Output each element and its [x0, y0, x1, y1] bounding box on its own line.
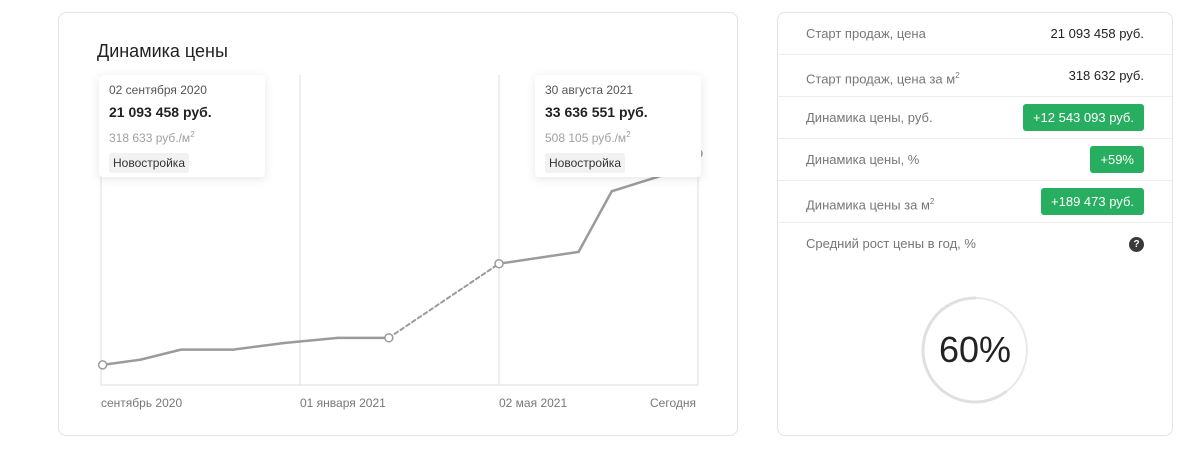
chart-marked-points: [97, 148, 703, 370]
stats-row-avg-annual-growth: Средний рост цены в год, % ?: [778, 223, 1172, 265]
series-segment: [231, 341, 287, 351]
price-change-percent-badge: +59%: [1090, 146, 1144, 173]
stats-row-start-price: Старт продаж, цена 21 093 458 руб.: [778, 13, 1172, 55]
chart-x-tick-labels: сентябрь 2020 01 января 2021 02 мая 2021 Се…: [101, 396, 696, 410]
stats-row-price-change-rub: Динамика цены, руб. +12 543 093 руб.: [778, 97, 1172, 139]
tooltip-sqm-price: 508 105 руб./м2: [545, 128, 689, 145]
tooltip-sqm-sup: 2: [626, 130, 631, 139]
data-point-marker: [384, 333, 394, 343]
chart-title: Динамика цены: [97, 41, 228, 61]
series-segment: [497, 250, 580, 265]
tooltip-date: 30 августа 2021: [545, 83, 634, 97]
tooltip-sqm-sup: 2: [190, 130, 195, 139]
tooltip-price: 33 636 551 руб.: [545, 104, 648, 120]
data-point-marker: [494, 258, 504, 269]
price-stats-card: Старт продаж, цена 21 093 458 руб. Старт…: [777, 12, 1173, 436]
series-segment-dashed: [387, 262, 500, 339]
stats-label: Старт продаж, цена: [806, 26, 926, 41]
stats-value: 21 093 458 руб.: [1050, 26, 1144, 41]
tooltip-price: 21 093 458 руб.: [109, 104, 212, 120]
stats-label-text: Динамика цены за м: [806, 197, 930, 213]
x-tick-label: 02 мая 2021: [499, 396, 567, 410]
stats-row-start-price-sqm: Старт продаж, цена за м2 318 632 руб.: [778, 55, 1172, 97]
x-tick-label: 01 января 2021: [300, 396, 386, 410]
price-line-chart: сентябрь 2020 01 января 2021 02 мая 2021 Се…: [97, 75, 703, 410]
x-tick-label: сентябрь 2020: [101, 396, 182, 410]
stats-row-price-change-percent: Динамика цены, % +59%: [778, 139, 1172, 181]
stats-label: Динамика цены, %: [806, 152, 920, 167]
question-circle-icon[interactable]: ?: [1129, 237, 1144, 252]
price-change-badge: +12 543 093 руб.: [1022, 104, 1144, 131]
gauge-arc: [921, 296, 1008, 404]
series-segment: [101, 358, 142, 367]
tooltip-sqm-value: 318 633 руб./м: [109, 131, 191, 145]
stats-row-price-change-sqm: Динамика цены за м2 +189 473 руб.: [778, 181, 1172, 223]
stats-label: Средний рост цены в год, %: [806, 236, 976, 251]
growth-gauge: [921, 296, 1028, 404]
stats-label-sup: 2: [955, 71, 960, 80]
price-dynamics-card: Динамика цены сентябрь 2020 01 января 202…: [58, 12, 738, 436]
gauge-value: 60%: [938, 329, 1012, 370]
tooltip-type-badge: Новостройка: [545, 153, 625, 173]
series-segment: [284, 336, 340, 345]
price-tooltip-start: 02 сентября 2020 21 093 458 руб. 318 633…: [99, 75, 265, 177]
stats-value: 318 632 руб.: [1068, 68, 1144, 83]
stats-label: Динамика цены за м2: [806, 194, 934, 213]
stats-label-sup: 2: [929, 197, 935, 206]
tooltip-sqm-value: 508 105 руб./м: [545, 131, 627, 145]
chart-series-line: [101, 151, 700, 367]
price-tooltip-current: 30 августа 2021 33 636 551 руб. 508 105 …: [535, 75, 701, 177]
series-segment: [577, 190, 614, 254]
stats-label-text: Старт продаж, цена за м: [806, 71, 956, 87]
series-segment: [138, 348, 183, 361]
tooltip-type-badge: Новостройка: [109, 153, 189, 173]
tooltip-date: 02 сентября 2020: [109, 83, 207, 97]
x-tick-label: Сегодня: [650, 396, 696, 410]
tooltip-sqm-price: 318 633 руб./м2: [109, 128, 253, 145]
price-change-sqm-badge: +189 473 руб.: [1041, 188, 1144, 215]
data-point-marker: [97, 360, 108, 370]
stats-label: Динамика цены, руб.: [806, 110, 933, 125]
stats-label: Старт продаж, цена за м2: [806, 68, 960, 87]
